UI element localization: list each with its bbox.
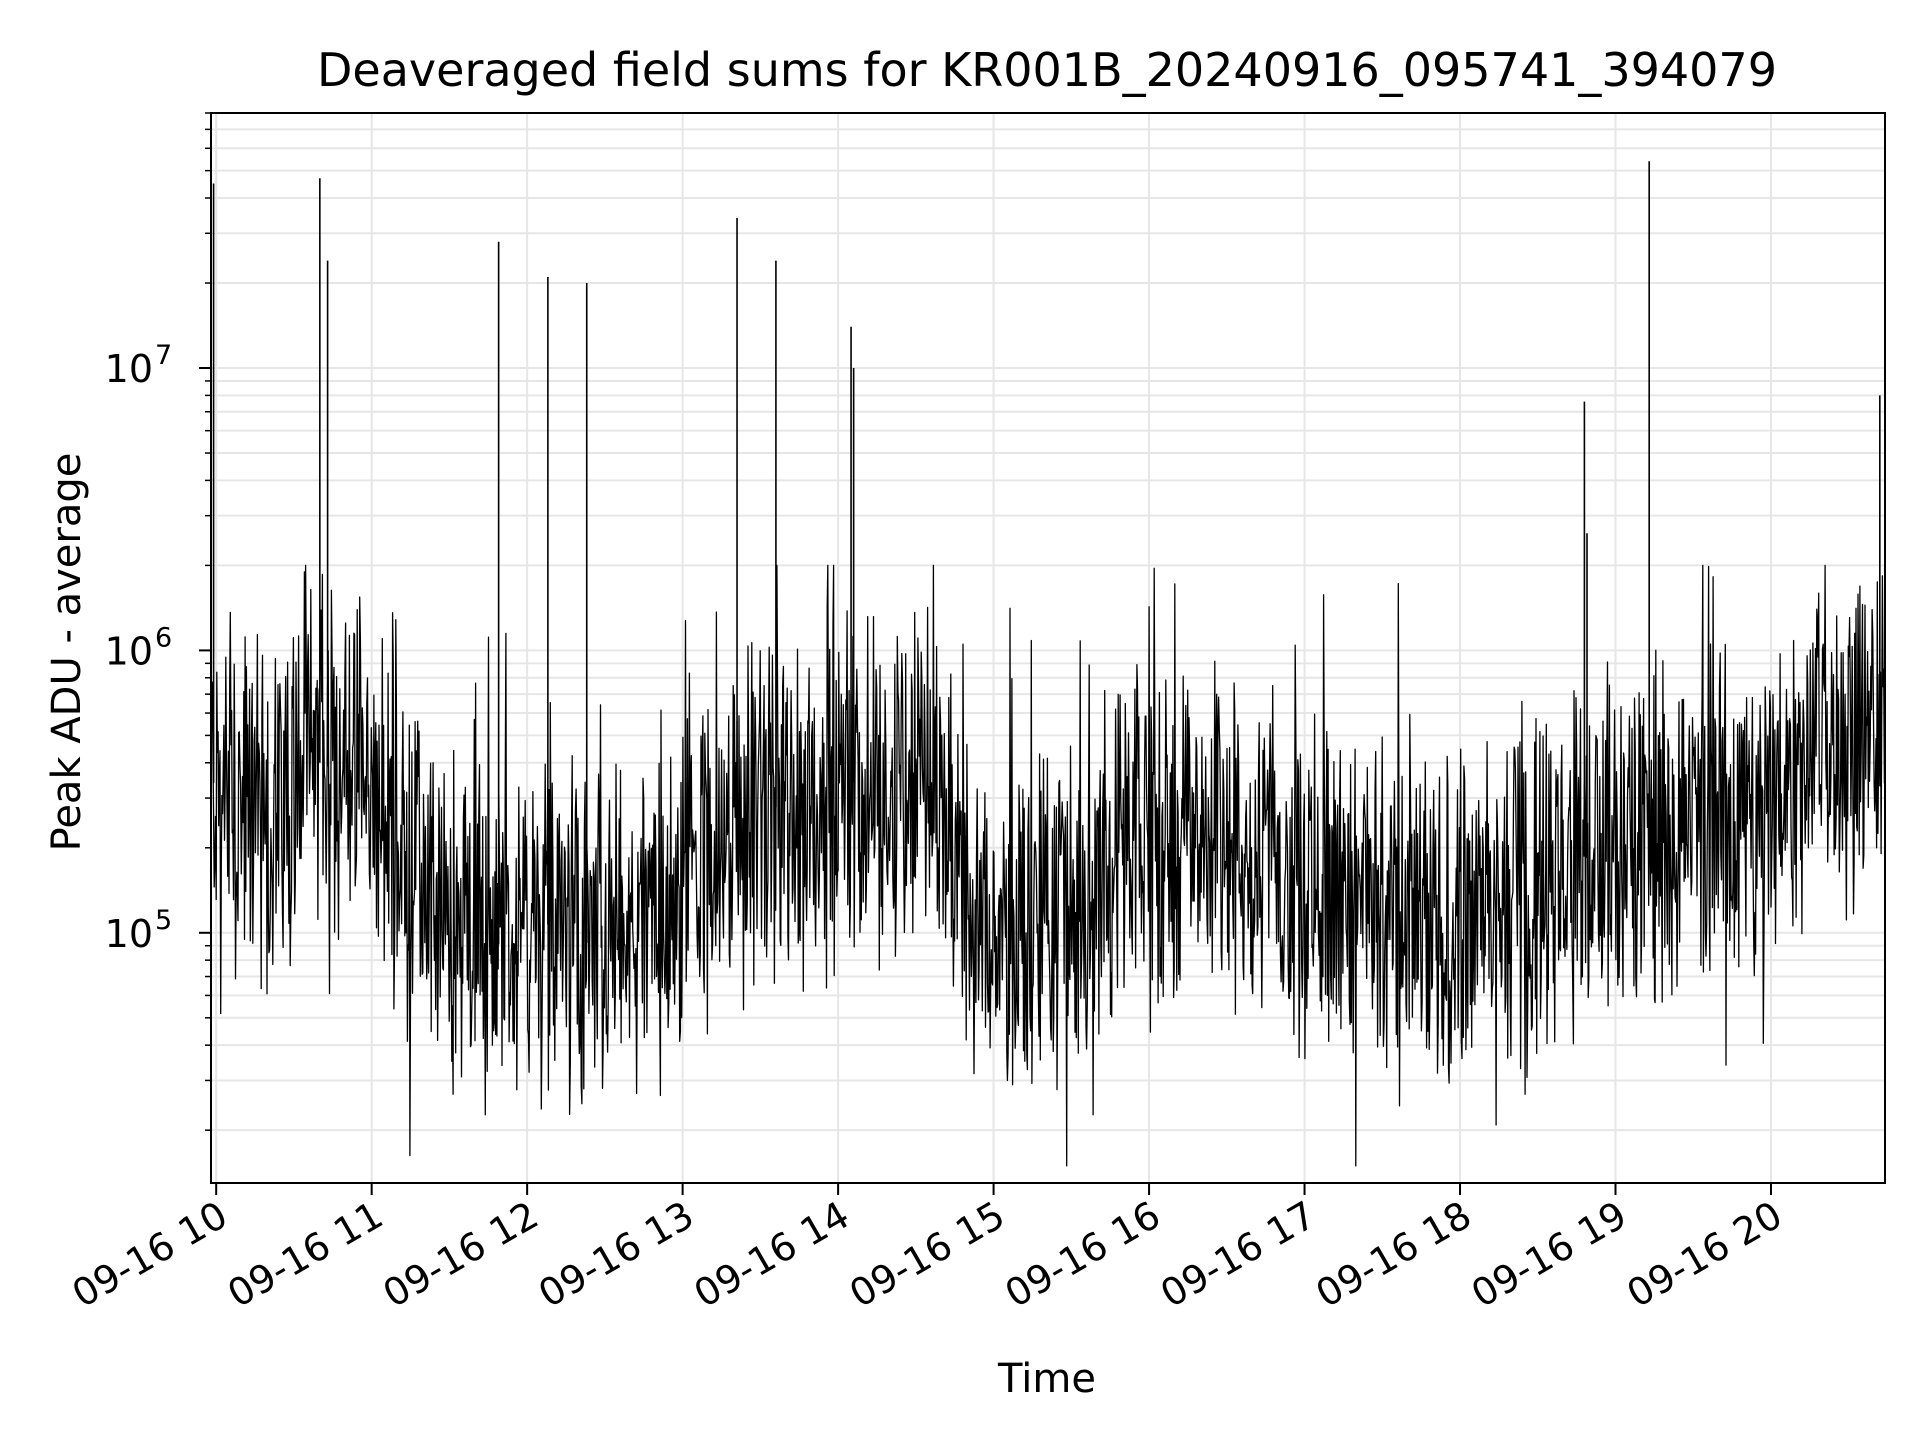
x-tick-label: 09-16 18 <box>1309 1193 1479 1317</box>
y-tick-label-exponent: 5 <box>155 905 172 936</box>
x-axis-label: Time <box>997 1356 1096 1402</box>
y-axis-label: Peak ADU - average <box>44 453 90 852</box>
y-tick-label-base: 10 <box>105 629 153 673</box>
x-tick-label: 09-16 11 <box>220 1193 390 1317</box>
y-tick-label-exponent: 7 <box>155 340 172 371</box>
plot-area-frame <box>210 112 1886 1184</box>
y-tick-label-base: 10 <box>105 912 153 956</box>
data-series-line <box>210 564 1886 1167</box>
x-tick-label: 09-16 12 <box>376 1193 546 1317</box>
x-tick-label: 09-16 16 <box>998 1193 1168 1317</box>
x-tick-label: 09-16 20 <box>1620 1193 1790 1317</box>
x-tick-label: 09-16 19 <box>1464 1193 1634 1317</box>
data-layer <box>210 161 1886 1167</box>
x-tick-label: 09-16 10 <box>65 1193 235 1317</box>
y-tick-label-base: 10 <box>105 347 153 391</box>
chart-title: Deaveraged field sums for KR001B_2024091… <box>317 43 1777 97</box>
x-tick-label: 09-16 15 <box>842 1193 1012 1317</box>
x-tick-label: 09-16 17 <box>1153 1193 1323 1317</box>
x-tick-label: 09-16 14 <box>687 1193 857 1317</box>
y-tick-label-exponent: 6 <box>155 622 172 653</box>
x-tick-label: 09-16 13 <box>531 1193 701 1317</box>
